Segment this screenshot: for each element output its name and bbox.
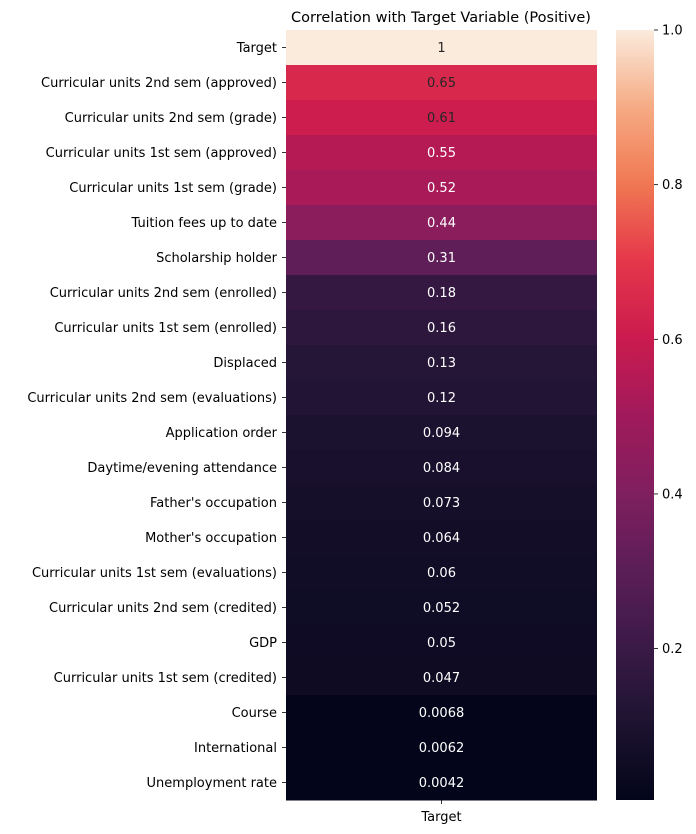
chart-title: Correlation with Target Variable (Positi… <box>291 10 591 26</box>
heatmap-cell <box>286 30 597 66</box>
heatmap-cell <box>286 275 597 311</box>
colorbar-gradient <box>616 30 654 800</box>
heatmap-cell <box>286 310 597 346</box>
cell-annotation: 0.55 <box>427 146 456 161</box>
cell-annotation: 0.06 <box>427 566 456 581</box>
heatmap-cell <box>286 135 597 171</box>
cell-annotation: 0.0062 <box>419 741 465 756</box>
heatmap-cell <box>286 695 597 731</box>
row-label: Father's occupation <box>150 496 277 511</box>
row-label: Curricular units 2nd sem (evaluations) <box>27 391 277 406</box>
row-label: Curricular units 1st sem (approved) <box>46 146 277 161</box>
row-label: Curricular units 2nd sem (grade) <box>65 111 277 126</box>
heatmap-cell <box>286 520 597 556</box>
row-label: Daytime/evening attendance <box>87 461 277 476</box>
row-label: Curricular units 2nd sem (enrolled) <box>50 286 277 301</box>
heatmap-cell <box>286 590 597 626</box>
cell-annotation: 0.05 <box>427 636 456 651</box>
cell-annotation: 0.52 <box>427 181 456 196</box>
row-label: Displaced <box>213 356 277 371</box>
row-label: Course <box>232 706 277 721</box>
cell-annotation: 0.44 <box>427 216 456 231</box>
colorbar-tick-label: 0.4 <box>662 487 683 502</box>
row-label: Curricular units 1st sem (credited) <box>54 671 277 686</box>
cell-annotation: 0.084 <box>423 461 460 476</box>
heatmap-cell <box>286 765 597 801</box>
heatmap-cell <box>286 415 597 451</box>
cell-annotation: 0.61 <box>427 111 456 126</box>
column-labels: Target <box>420 800 462 825</box>
cell-annotation: 0.31 <box>427 251 456 266</box>
heatmap-cell <box>286 555 597 591</box>
row-label: Application order <box>166 426 278 441</box>
colorbar-tick-label: 1.0 <box>662 24 683 39</box>
cell-annotation: 0.094 <box>423 426 460 441</box>
cell-annotation: 0.13 <box>427 356 456 371</box>
heatmap-cell <box>286 450 597 486</box>
cell-annotation: 0.047 <box>423 671 460 686</box>
row-label: Unemployment rate <box>147 776 277 791</box>
row-label: Curricular units 1st sem (grade) <box>69 181 277 196</box>
heatmap-cell <box>286 240 597 276</box>
heatmap-cells <box>286 30 597 801</box>
row-label: Tuition fees up to date <box>131 216 277 231</box>
row-label: Target <box>236 41 277 56</box>
heatmap-cell <box>286 625 597 661</box>
cell-annotation: 0.064 <box>423 531 460 546</box>
cell-annotation: 0.65 <box>427 76 456 91</box>
cell-annotation: 0.16 <box>427 321 456 336</box>
colorbar: 0.2 0.4 0.6 0.8 1.0 <box>616 24 683 800</box>
heatmap-cell-labels: 1 0.65 0.61 0.55 0.52 0.44 0.31 0.18 0.16 0.13 0.1… <box>419 41 465 791</box>
cell-annotation: 1 <box>437 41 445 56</box>
colorbar-tick-label: 0.8 <box>662 178 683 193</box>
cell-annotation: 0.12 <box>427 391 456 406</box>
heatmap-cell <box>286 730 597 766</box>
row-label: Curricular units 2nd sem (approved) <box>41 76 277 91</box>
row-labels: Target Curricular units 2nd sem (approved… <box>27 41 286 791</box>
heatmap-cell <box>286 660 597 696</box>
colorbar-tick-label: 0.2 <box>662 642 683 657</box>
heatmap-cell <box>286 205 597 241</box>
column-label: Target <box>420 810 461 825</box>
heatmap-cell <box>286 170 597 206</box>
colorbar-tick-label: 0.6 <box>662 333 683 348</box>
row-label: International <box>194 741 277 756</box>
row-label: Mother's occupation <box>145 531 277 546</box>
row-label: Curricular units 2nd sem (credited) <box>49 601 277 616</box>
row-label: Curricular units 1st sem (evaluations) <box>32 566 277 581</box>
cell-annotation: 0.073 <box>423 496 460 511</box>
cell-annotation: 0.0042 <box>419 776 465 791</box>
heatmap-cell <box>286 380 597 416</box>
row-label: GDP <box>249 636 277 651</box>
heatmap-cell <box>286 345 597 381</box>
heatmap-cell <box>286 100 597 136</box>
cell-annotation: 0.052 <box>423 601 460 616</box>
row-label: Curricular units 1st sem (enrolled) <box>54 321 277 336</box>
heatmap-cell <box>286 65 597 101</box>
row-label: Scholarship holder <box>156 251 278 266</box>
cell-annotation: 0.18 <box>427 286 456 301</box>
cell-annotation: 0.0068 <box>419 706 465 721</box>
heatmap-cell <box>286 485 597 521</box>
